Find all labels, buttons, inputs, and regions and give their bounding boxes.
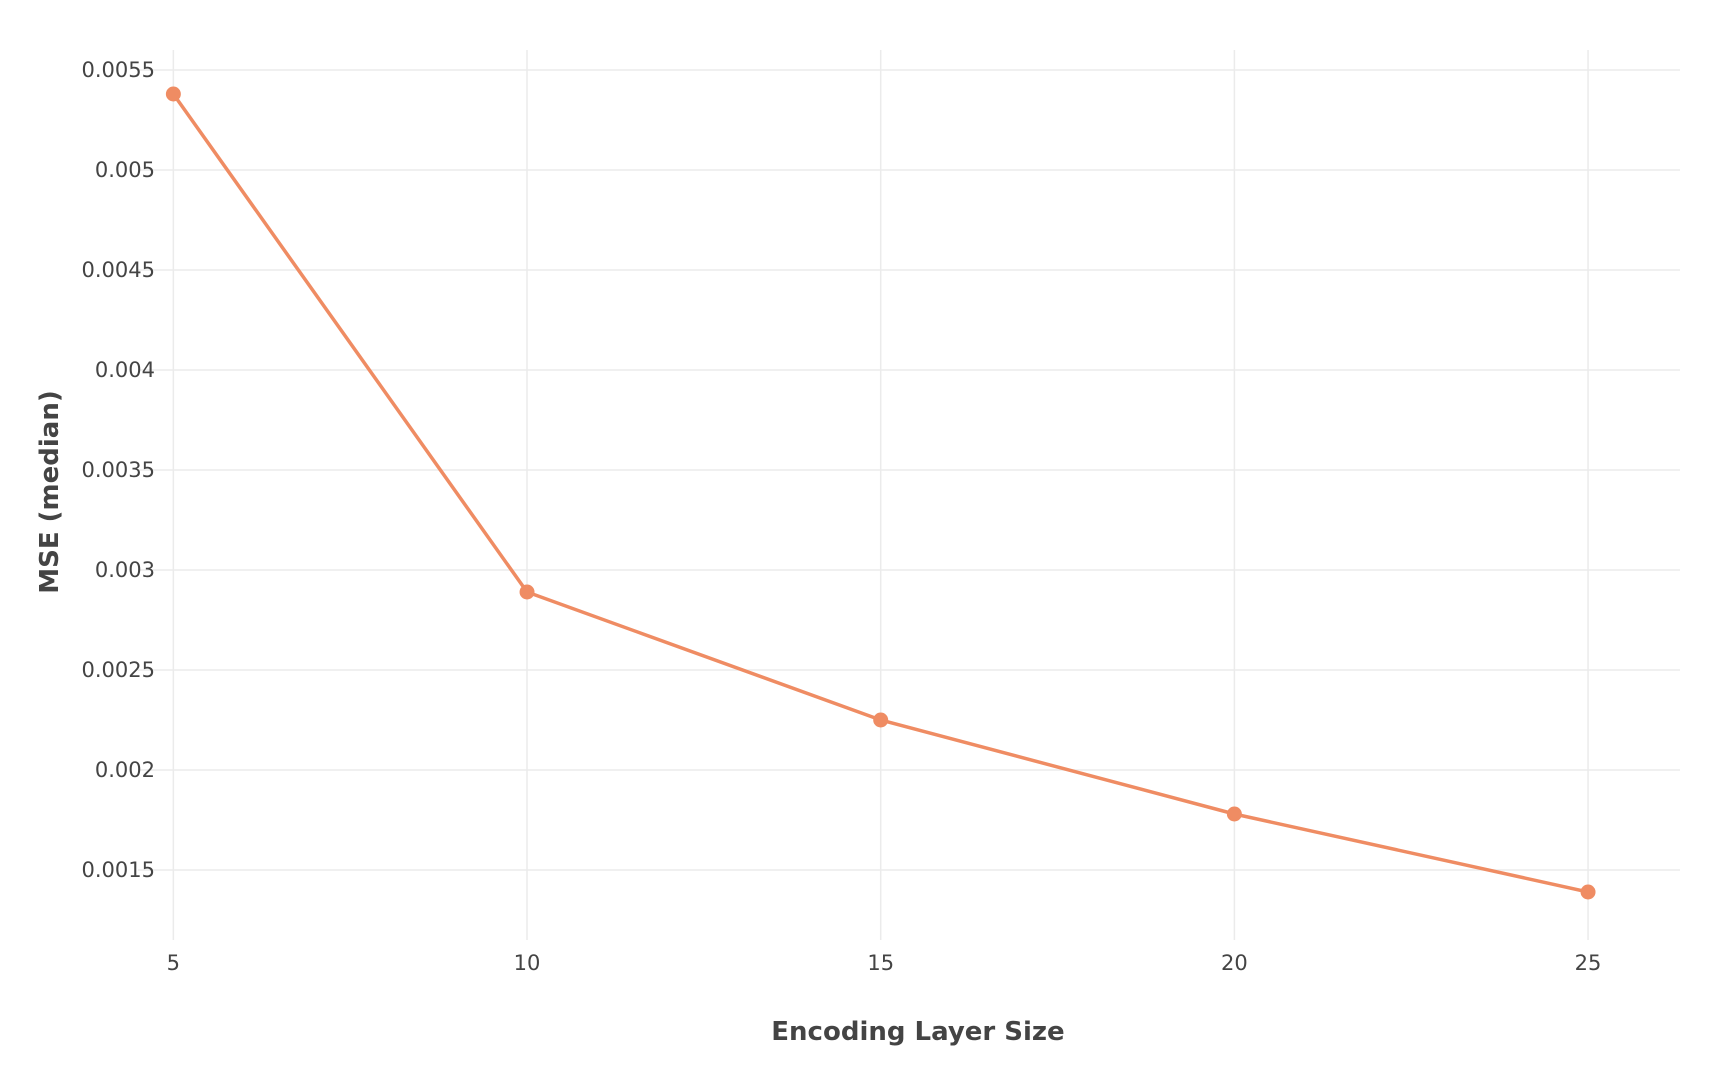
y-tick-label: 0.0035: [82, 458, 155, 482]
x-axis-title: Encoding Layer Size: [771, 1017, 1064, 1047]
data-point[interactable]: [1226, 806, 1242, 822]
y-tick-label: 0.002: [95, 758, 155, 782]
y-axis-title: MSE (median): [35, 390, 65, 593]
y-tick-label: 0.0015: [82, 858, 155, 882]
x-tick-label: 10: [514, 951, 541, 975]
data-point[interactable]: [873, 712, 889, 728]
y-tick-label: 0.005: [95, 158, 155, 182]
series-layer: [165, 86, 1596, 900]
y-tick-label: 0.004: [95, 358, 155, 382]
x-tick-label: 5: [167, 951, 180, 975]
x-tick-label: 15: [867, 951, 894, 975]
data-point[interactable]: [519, 584, 535, 600]
data-point[interactable]: [165, 86, 181, 102]
y-gridlines: [138, 69, 1680, 871]
x-tick-labels: 5 10 15 20 25: [167, 951, 1602, 975]
y-tick-labels: 0.0015 0.002 0.0025 0.003 0.0035 0.004 0.0045 0…: [82, 58, 155, 882]
y-tick-label: 0.003: [95, 558, 155, 582]
x-tick-label: 25: [1575, 951, 1602, 975]
data-point[interactable]: [1580, 884, 1596, 900]
x-tick-label: 20: [1221, 951, 1248, 975]
x-gridlines: [172, 50, 1589, 940]
y-tick-label: 0.0025: [82, 658, 155, 682]
y-tick-label: 0.0055: [82, 58, 155, 82]
y-tick-label: 0.0045: [82, 258, 155, 282]
